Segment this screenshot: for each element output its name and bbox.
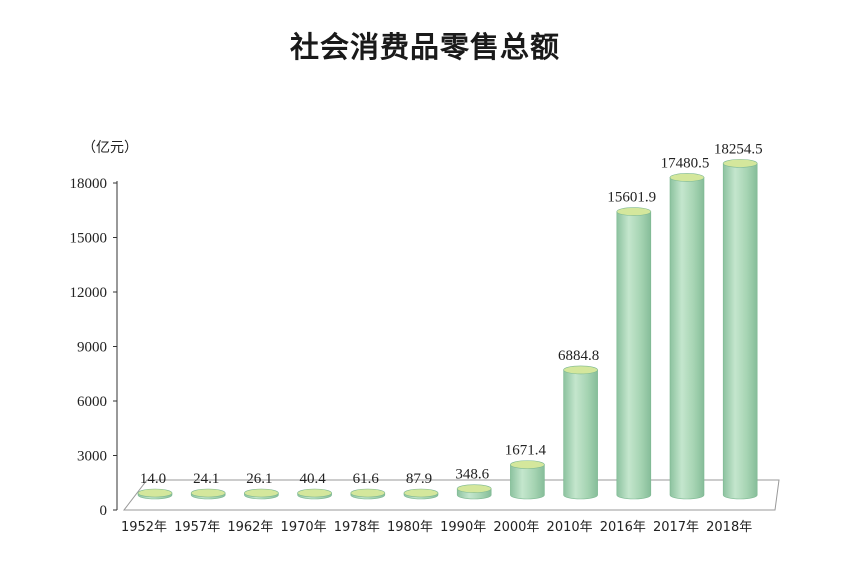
data-label: 15601.9: [607, 190, 656, 206]
chart-title: 社会消费品零售总额: [289, 30, 560, 64]
y-tick-label: 0: [100, 503, 108, 519]
bar-body: [563, 369, 598, 500]
data-label: 40.4: [299, 471, 326, 487]
bar-top: [563, 365, 598, 375]
data-label: 61.6: [353, 471, 380, 487]
data-label: 18254.5: [714, 141, 763, 157]
bar-body: [722, 163, 758, 500]
y-tick-label: 18000: [70, 176, 108, 192]
bar-top: [669, 173, 705, 182]
data-label: 24.1: [193, 471, 219, 487]
bar: [510, 460, 545, 500]
bar: [244, 488, 279, 500]
bar: [137, 488, 173, 500]
data-label: 348.6: [455, 467, 489, 483]
data-label: 1671.4: [505, 443, 547, 459]
x-tick-label: 1957年: [174, 520, 220, 535]
data-label: 87.9: [406, 471, 432, 487]
y-axis-unit-label: （亿元）: [82, 140, 138, 156]
bar-top: [510, 460, 545, 469]
data-label: 26.1: [246, 471, 272, 487]
bar-top: [456, 484, 492, 493]
y-tick-label: 6000: [77, 394, 107, 410]
data-label: 6884.8: [558, 348, 599, 364]
data-label: 17480.5: [661, 155, 710, 171]
x-tick-label: 2010年: [547, 520, 593, 535]
bar-top: [190, 488, 226, 498]
data-labels: 14.0 24.1 26.1 40.4 61.6 87.9 348.6 1671.4 6884.…: [140, 141, 763, 487]
bar: [722, 159, 758, 500]
y-tick-label: 15000: [70, 231, 108, 247]
bar: [616, 207, 652, 500]
x-tick-label: 2017年: [653, 520, 699, 535]
bar-top: [403, 488, 439, 498]
bar-top: [350, 488, 386, 498]
x-tick-label: 1962年: [227, 520, 273, 535]
x-tick-label: 1970年: [281, 520, 327, 535]
bar-body: [616, 211, 652, 500]
bar-top: [137, 488, 173, 498]
x-tick-label: 1952年: [121, 520, 167, 535]
x-tick-label: 1990年: [440, 520, 486, 535]
x-tick-label: 2018年: [706, 520, 752, 535]
x-tick-label: 1980年: [387, 520, 433, 535]
bar-body: [669, 177, 705, 500]
floor-plane: [122, 479, 780, 511]
bar: [403, 488, 439, 500]
bar: [669, 173, 705, 500]
x-tick-label: 2000年: [493, 520, 539, 535]
bar: [297, 488, 332, 500]
bar: [350, 488, 386, 500]
bar-body: [510, 464, 545, 500]
bar-top: [297, 488, 332, 498]
x-axis-labels: 1952年 1957年 1962年 1970年 1978年 1980年 1990年 2000年…: [121, 520, 752, 535]
bar: [456, 484, 492, 500]
bar-top: [722, 159, 758, 168]
bar: [190, 488, 226, 500]
y-tick-label: 12000: [70, 285, 108, 301]
bars: [137, 159, 758, 500]
y-tick-label: 3000: [77, 449, 107, 465]
bar-top: [616, 207, 652, 216]
chart-floor: [122, 479, 780, 511]
x-tick-label: 1978年: [334, 520, 380, 535]
y-axis: 0 3000 6000 9000 12000 15000 18000: [70, 176, 118, 519]
bar-top: [244, 488, 279, 498]
bar: [563, 365, 598, 500]
x-tick-label: 2016年: [600, 520, 646, 535]
y-tick-label: 9000: [77, 340, 107, 356]
data-label: 14.0: [140, 471, 166, 487]
